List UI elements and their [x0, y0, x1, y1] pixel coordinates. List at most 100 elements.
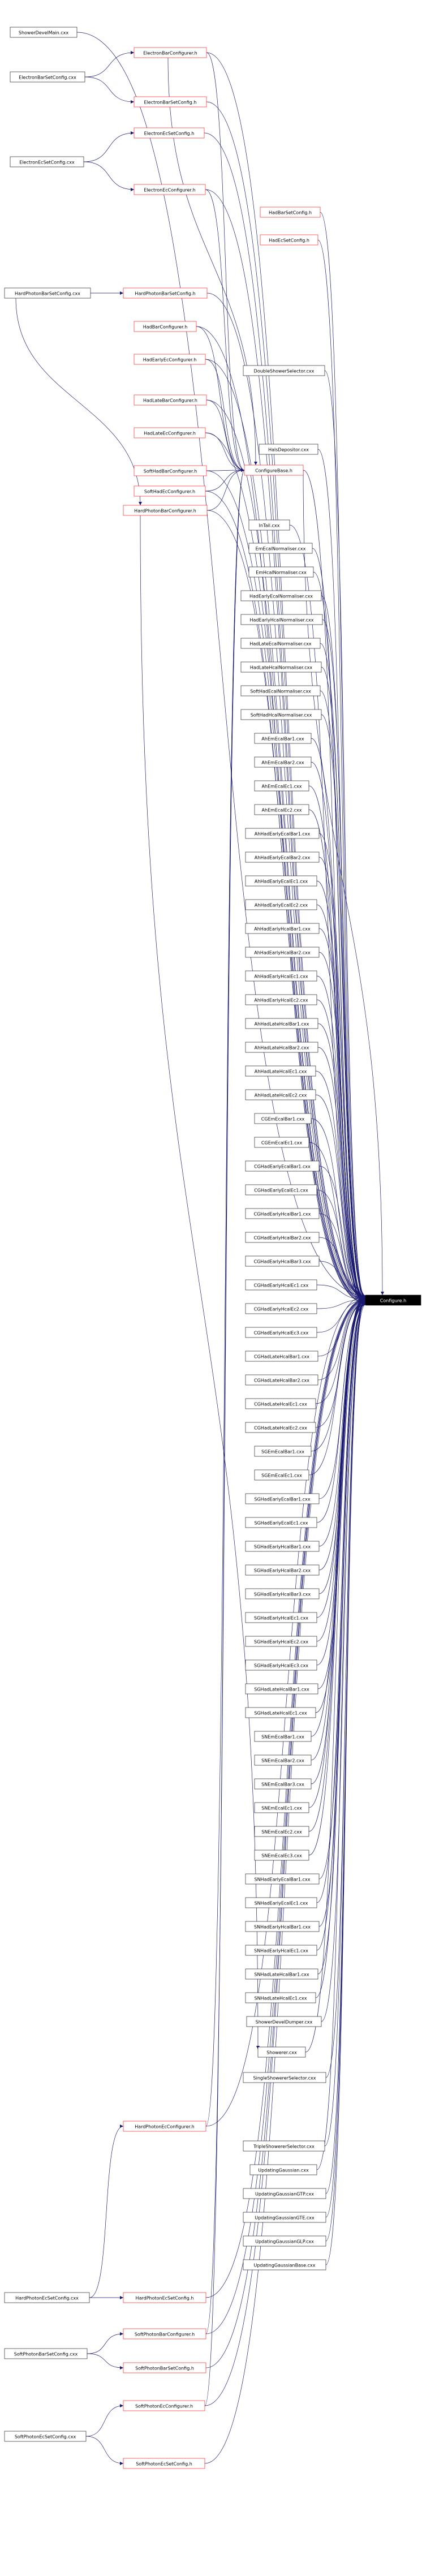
node-had-ec-set-config-h[interactable]: HadEcSetConfig.h [260, 234, 318, 246]
node-sn-em-ecal-bar3[interactable]: SNEmEcalBar3.cxx [254, 1778, 312, 1790]
node-soft-photon-ec-configurer[interactable]: SoftPhotonEcConfigurer.h [123, 2400, 205, 2411]
node-hard-photon-ec-set-config-cxx[interactable]: HardPhotonEcSetConfig.cxx [4, 2292, 90, 2303]
node-soft-had-bar-configurer[interactable]: SoftHadBarConfigurer.h [134, 465, 207, 476]
node-had-early-ecal-normaliser[interactable]: HadEarlyEcalNormaliser.cxx [240, 590, 322, 601]
node-sn-em-ecal-ec1[interactable]: SNEmEcalEc1.cxx [254, 1802, 309, 1813]
node-had-early-hcal-normaliser[interactable]: HadEarlyHcalNormaliser.cxx [240, 614, 323, 625]
node-sg-had-early-ecal-ec1[interactable]: SGHadEarlyEcalEc1.cxx [245, 1517, 317, 1528]
node-shower-devel-main[interactable]: ShowerDevelMain.cxx [10, 27, 77, 38]
node-soft-photon-ec-set-config-h[interactable]: SoftPhotonEcSetConfig.h [123, 2458, 205, 2469]
node-cg-had-late-hcal-bar1[interactable]: CGHadLateHcalBar1.cxx [245, 1351, 318, 1362]
node-updating-gaussian-gtp[interactable]: UpdatingGaussianGTP.cxx [243, 2188, 326, 2199]
node-em-hcal-normaliser[interactable]: EmHcalNormaliser.cxx [248, 566, 314, 578]
node-soft-photon-bar-set-config-h[interactable]: SoftPhotonBarSetConfig.h [123, 2362, 206, 2373]
node-electron-bar-set-config-cxx[interactable]: ElectronBarSetConfig.cxx [10, 71, 85, 83]
node-sg-had-late-hcal-ec1[interactable]: SGHadLateHcalEc1.cxx [245, 1707, 316, 1718]
node-electron-ec-configurer[interactable]: ElectronEcConfigurer.h [134, 184, 206, 195]
node-updating-gaussian-base[interactable]: UpdatingGaussianBase.cxx [243, 2259, 326, 2270]
node-sn-had-early-ecal-bar1[interactable]: SNHadEarlyEcalBar1.cxx [245, 1873, 320, 1885]
node-soft-photon-bar-set-config-cxx[interactable]: SoftPhotonBarSetConfig.cxx [4, 2348, 88, 2359]
node-soft-had-ecal-normaliser[interactable]: SoftHadEcalNormaliser.cxx [240, 685, 321, 696]
node-sg-had-early-hcal-bar1[interactable]: SGHadEarlyHcalBar1.cxx [245, 1541, 320, 1552]
node-electron-ec-set-config-h[interactable]: ElectronEcSetConfig.h [134, 127, 205, 139]
node-electron-ec-set-config-cxx[interactable]: ElectronEcSetConfig.cxx [10, 156, 84, 167]
node-electron-bar-configurer[interactable]: ElectronBarConfigurer.h [134, 47, 207, 58]
node-cg-had-early-hcal-bar2[interactable]: CGHadEarlyHcalBar2.cxx [245, 1232, 320, 1243]
node-sg-had-late-hcal-bar1[interactable]: SGHadLateHcalBar1.cxx [245, 1683, 318, 1695]
node-configure-h[interactable]: Configure.h [365, 1295, 421, 1306]
node-sn-had-early-ecal-ec1[interactable]: SNHadEarlyEcalEc1.cxx [245, 1897, 317, 1908]
node-ah-had-late-hcal-ec2[interactable]: AhHadLateHcalEc2.cxx [245, 1089, 316, 1100]
node-ah-had-early-hcal-bar2[interactable]: AhHadEarlyHcalBar2.cxx [245, 947, 320, 958]
node-ah-had-late-hcal-ec1[interactable]: AhHadLateHcalEc1.cxx [245, 1065, 316, 1077]
node-cg-had-early-hcal-bar1[interactable]: CGHadEarlyHcalBar1.cxx [245, 1208, 320, 1219]
node-cg-em-ecal-bar1[interactable]: CGEmEcalBar1.cxx [254, 1113, 312, 1124]
node-ah-had-late-hcal-bar1[interactable]: AhHadLateHcalBar1.cxx [245, 1018, 318, 1029]
node-sg-had-early-hcal-ec3[interactable]: SGHadEarlyHcalEc3.cxx [245, 1659, 317, 1671]
node-hals-depositor[interactable]: HalsDepositor.cxx [259, 444, 318, 455]
node-soft-photon-bar-configurer[interactable]: SoftPhotonBarConfigurer.h [123, 2328, 206, 2340]
node-cg-had-late-hcal-ec1[interactable]: CGHadLateHcalEc1.cxx [245, 1398, 316, 1409]
node-had-late-ec-configurer[interactable]: HadLateEcConfigurer.h [134, 427, 206, 438]
node-updating-gaussian-glp[interactable]: UpdatingGaussianGLP.cxx [243, 2235, 326, 2247]
node-ah-had-early-ecal-ec2[interactable]: AhHadEarlyEcalEc2.cxx [245, 899, 317, 910]
node-ah-had-early-ecal-bar1[interactable]: AhHadEarlyEcalBar1.cxx [245, 828, 320, 839]
node-ah-had-early-hcal-ec2[interactable]: AhHadEarlyHcalEc2.cxx [245, 994, 317, 1005]
node-sn-had-late-hcal-bar1[interactable]: SNHadLateHcalBar1.cxx [245, 1968, 318, 1980]
node-cg-em-ecal-ec1[interactable]: CGEmEcalEc1.cxx [254, 1137, 309, 1148]
node-double-shower-selector[interactable]: DoubleShowerSelector.cxx [243, 365, 325, 376]
node-sn-had-early-hcal-ec1[interactable]: SNHadEarlyHcalEc1.cxx [245, 1945, 317, 1956]
node-cg-had-early-ecal-ec1[interactable]: CGHadEarlyEcalEc1.cxx [245, 1184, 317, 1195]
node-configure-base[interactable]: ConfigureBase.h [244, 465, 304, 476]
node-sg-had-early-ecal-bar1[interactable]: SGHadEarlyEcalBar1.cxx [245, 1493, 320, 1504]
node-updating-gaussian[interactable]: UpdatingGaussian.cxx [249, 2164, 317, 2175]
node-soft-photon-ec-set-config-cxx[interactable]: SoftPhotonEcSetConfig.cxx [4, 2431, 87, 2442]
node-sg-em-ecal-ec1[interactable]: SGEmEcalEc1.cxx [254, 1469, 309, 1481]
node-sg-em-ecal-bar1[interactable]: SGEmEcalBar1.cxx [254, 1446, 312, 1457]
node-em-ecal-normaliser[interactable]: EmEcalNormaliser.cxx [248, 543, 313, 554]
node-hard-photon-bar-set-config-h[interactable]: HardPhotonBarSetConfig.h [123, 287, 208, 299]
node-cg-had-late-hcal-bar2[interactable]: CGHadLateHcalBar2.cxx [245, 1374, 318, 1386]
node-hard-photon-ec-set-config-h[interactable]: HardPhotonEcSetConfig.h [123, 2292, 206, 2303]
node-sn-em-ecal-bar1[interactable]: SNEmEcalBar1.cxx [254, 1731, 312, 1742]
node-ah-em-ecal-ec1[interactable]: AhEmEcalEc1.cxx [254, 780, 309, 792]
node-had-bar-configurer[interactable]: HadBarConfigurer.h [134, 321, 197, 332]
node-sg-had-early-hcal-bar3[interactable]: SGHadEarlyHcalBar3.cxx [245, 1588, 320, 1599]
node-ah-em-ecal-bar1[interactable]: AhEmEcalBar1.cxx [254, 733, 312, 744]
node-updating-gaussian-gte[interactable]: UpdatingGaussianGTE.cxx [243, 2212, 326, 2223]
node-cg-had-early-hcal-ec2[interactable]: CGHadEarlyHcalEc2.cxx [245, 1303, 317, 1314]
node-had-bar-set-config-h[interactable]: HadBarSetConfig.h [260, 207, 321, 218]
node-sg-had-early-hcal-bar2[interactable]: SGHadEarlyHcalBar2.cxx [245, 1564, 320, 1576]
node-sn-em-ecal-bar2[interactable]: SNEmEcalBar2.cxx [254, 1754, 312, 1766]
node-had-late-hcal-normaliser[interactable]: HadLateHcalNormaliser.cxx [240, 661, 322, 673]
node-cg-had-early-ecal-bar1[interactable]: CGHadEarlyEcalBar1.cxx [245, 1160, 320, 1172]
node-cg-had-late-hcal-ec2[interactable]: CGHadLateHcalEc2.cxx [245, 1422, 316, 1433]
node-sn-had-early-hcal-bar1[interactable]: SNHadEarlyHcalBar1.cxx [245, 1921, 320, 1932]
node-ah-had-early-ecal-bar2[interactable]: AhHadEarlyEcalBar2.cxx [245, 852, 320, 863]
node-had-late-bar-configurer[interactable]: HadLateBarConfigurer.h [134, 394, 207, 406]
node-cg-had-early-hcal-bar3[interactable]: CGHadEarlyHcalBar3.cxx [245, 1255, 320, 1267]
node-ah-had-early-hcal-bar1[interactable]: AhHadEarlyHcalBar1.cxx [245, 923, 320, 934]
node-showerer[interactable]: Showerer.cxx [257, 2046, 306, 2058]
node-in-tail[interactable]: InTail.cxx [248, 519, 290, 531]
node-hard-photon-bar-configurer[interactable]: HardPhotonBarConfigurer.h [123, 505, 208, 516]
node-single-showerer-selector[interactable]: SingleShowererSelector.cxx [243, 2072, 326, 2083]
node-cg-had-early-hcal-ec1[interactable]: CGHadEarlyHcalEc1.cxx [245, 1279, 317, 1291]
node-sn-em-ecal-ec3[interactable]: SNEmEcalEc3.cxx [254, 1850, 309, 1861]
node-electron-bar-set-config-h[interactable]: ElectronBarSetConfig.h [134, 96, 207, 107]
node-shower-devel-dumper[interactable]: ShowerDevelDumper.cxx [246, 2016, 322, 2027]
node-ah-had-early-hcal-ec1[interactable]: AhHadEarlyHcalEc1.cxx [245, 970, 317, 982]
node-ah-em-ecal-bar2[interactable]: AhEmEcalBar2.cxx [254, 756, 312, 768]
node-sg-had-early-hcal-ec2[interactable]: SGHadEarlyHcalEc2.cxx [245, 1636, 317, 1647]
node-cg-had-early-hcal-ec3[interactable]: CGHadEarlyHcalEc3.cxx [245, 1327, 317, 1338]
node-sn-em-ecal-ec2[interactable]: SNEmEcalEc2.cxx [254, 1826, 309, 1837]
node-had-late-ecal-normaliser[interactable]: HadLateEcalNormaliser.cxx [240, 638, 321, 649]
node-ah-had-late-hcal-bar2[interactable]: AhHadLateHcalBar2.cxx [245, 1042, 318, 1053]
node-triple-showerer-selector[interactable]: TripleShowererSelector.cxx [243, 2140, 325, 2152]
node-hard-photon-bar-set-config-cxx[interactable]: HardPhotonBarSetConfig.cxx [4, 287, 91, 299]
node-hard-photon-ec-configurer[interactable]: HardPhotonEcConfigurer.h [123, 2121, 206, 2132]
node-had-early-ec-configurer[interactable]: HadEarlyEcConfigurer.h [134, 354, 206, 365]
node-sg-had-early-hcal-ec1[interactable]: SGHadEarlyHcalEc1.cxx [245, 1612, 317, 1623]
node-sn-had-late-hcal-ec1[interactable]: SNHadLateHcalEc1.cxx [245, 1992, 316, 2003]
node-ah-em-ecal-ec2[interactable]: AhEmEcalEc2.cxx [254, 804, 309, 815]
